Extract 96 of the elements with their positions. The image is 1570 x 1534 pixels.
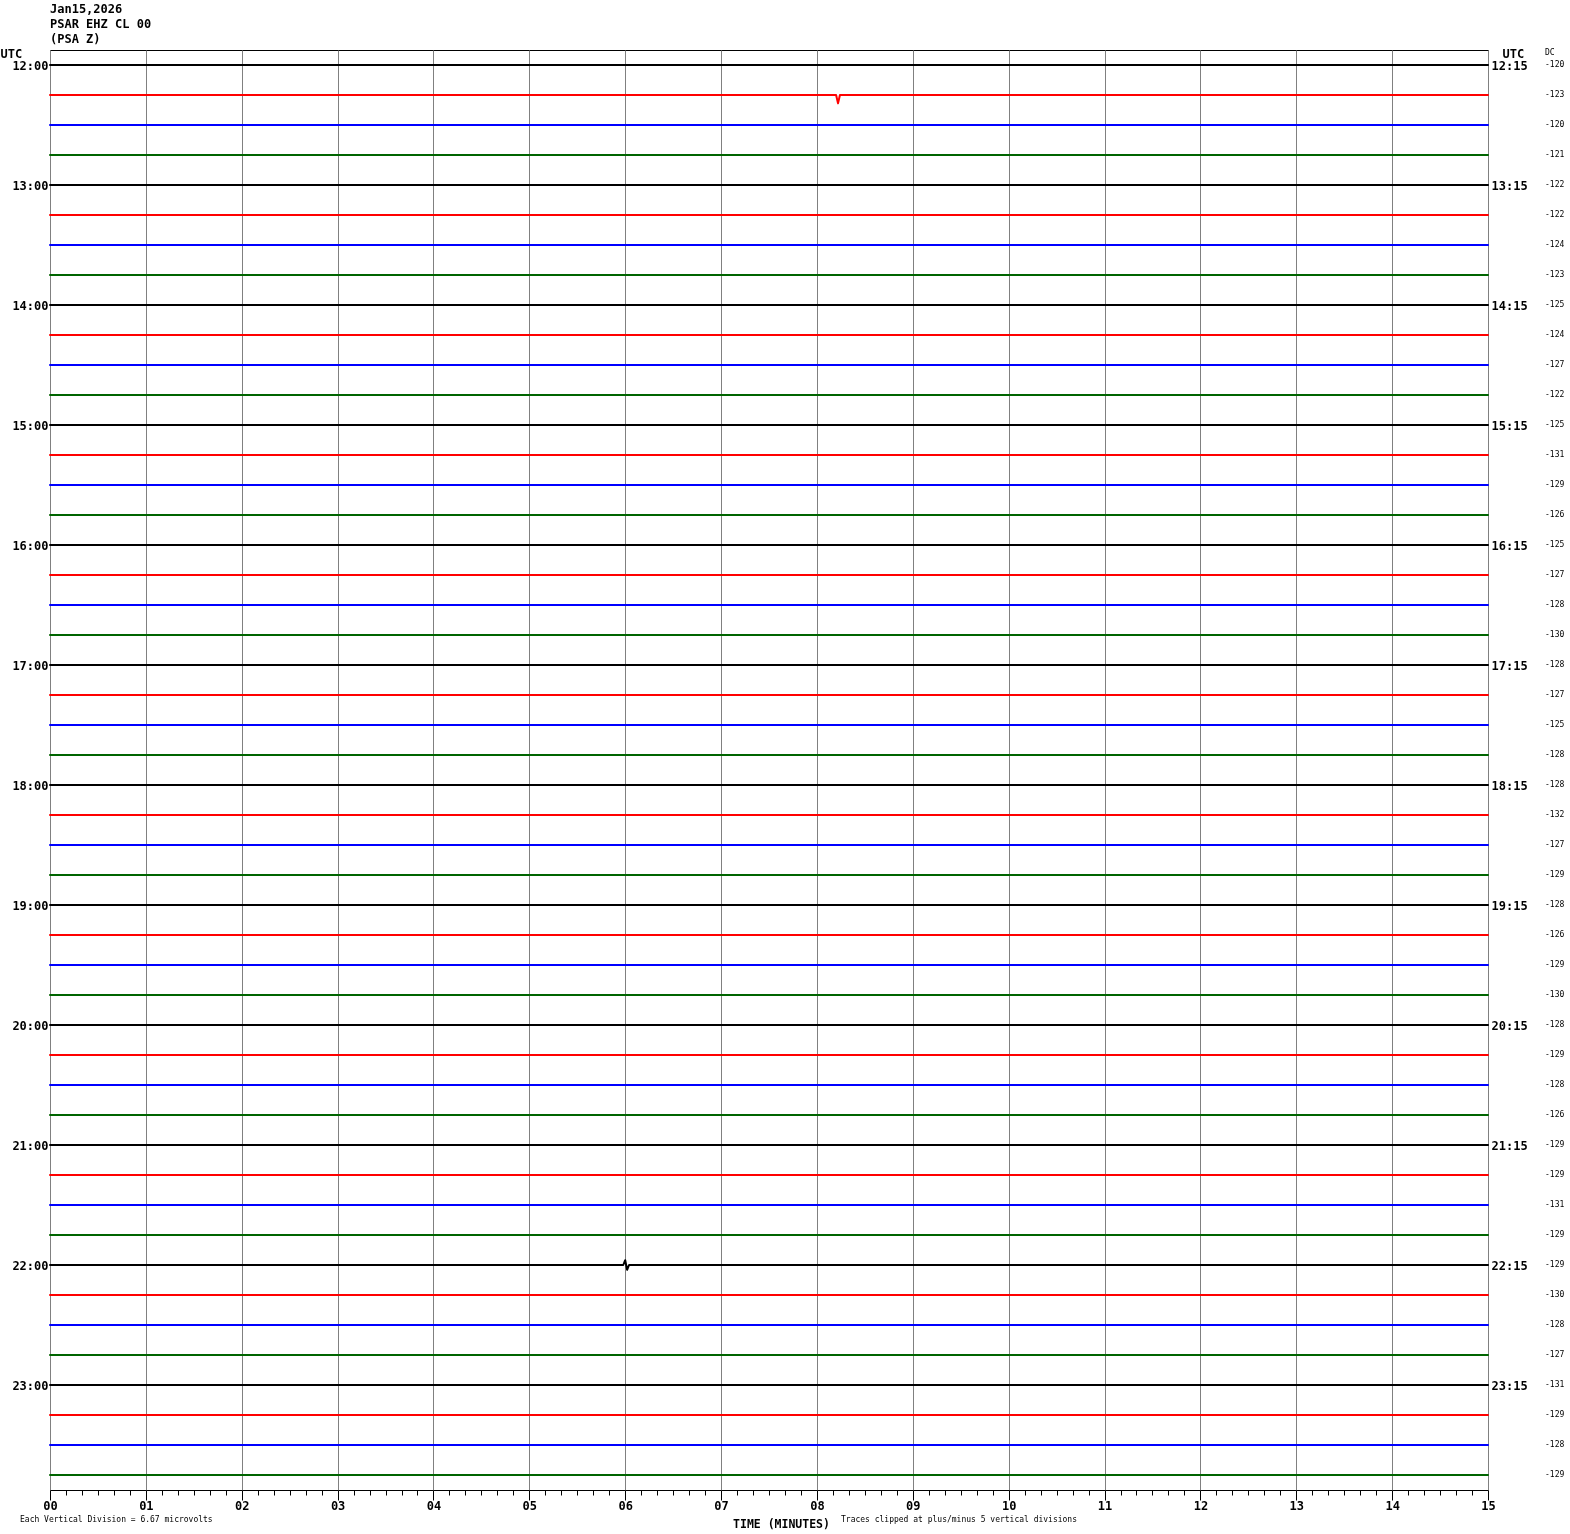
x-tick-label: 13 [1289, 1498, 1304, 1513]
text: -132 [1545, 810, 1565, 819]
x-tick-label: 15 [1481, 1498, 1496, 1513]
y2-tick-label: 23:15 [1491, 1378, 1528, 1393]
text: -122 [1545, 210, 1565, 219]
text: -123 [1545, 90, 1565, 99]
y-tick-label: 15:00 [12, 418, 49, 433]
text: -131 [1545, 450, 1565, 459]
text: -128 [1545, 1020, 1565, 1029]
y-tick-label: 21:00 [12, 1138, 49, 1153]
text: -126 [1545, 510, 1565, 519]
text: -124 [1545, 240, 1565, 249]
x-tick-label: 06 [618, 1498, 633, 1513]
y2-tick-label: 19:15 [1491, 898, 1528, 913]
text: -129 [1545, 1260, 1565, 1269]
text: -129 [1545, 960, 1565, 969]
text: Each Vertical Division = 6.67 microvolts [20, 1515, 213, 1524]
x-axis-title: TIME (MINUTES) [733, 1516, 830, 1531]
y2-tick-label: 22:15 [1491, 1258, 1528, 1273]
text: -125 [1545, 300, 1565, 309]
x-tick-label: 09 [906, 1498, 921, 1513]
y-tick-label: 12:00 [12, 58, 49, 73]
chart-subtitle: PSAR EHZ CL 00 (PSA Z) [50, 17, 152, 46]
text: -124 [1545, 330, 1565, 339]
text: -128 [1545, 1320, 1565, 1329]
text: -128 [1545, 750, 1565, 759]
y-tick-label: 23:00 [12, 1378, 49, 1393]
text: -128 [1545, 660, 1565, 669]
x-tick-label: 11 [1097, 1498, 1113, 1513]
text: -121 [1545, 150, 1565, 159]
text: -129 [1545, 1410, 1565, 1419]
y-tick-label: 22:00 [12, 1258, 49, 1273]
text: -127 [1545, 360, 1565, 369]
text: -122 [1545, 390, 1565, 399]
x-tick-label: 14 [1385, 1498, 1400, 1513]
text: -128 [1545, 600, 1565, 609]
text: -131 [1545, 1380, 1565, 1389]
text: DC [1545, 48, 1555, 57]
x-tick-label: 01 [139, 1498, 154, 1513]
x-tick-label: 05 [522, 1498, 538, 1513]
y-axis-title: UTC [0, 46, 23, 61]
text: -127 [1545, 1350, 1565, 1359]
text: -130 [1545, 990, 1565, 999]
y2-tick-label: 17:15 [1491, 658, 1528, 673]
text: -128 [1545, 1440, 1565, 1449]
text: -128 [1545, 900, 1565, 909]
text: -129 [1545, 1140, 1565, 1149]
text: -127 [1545, 690, 1565, 699]
text: -129 [1545, 480, 1565, 489]
x-tick-label: 02 [235, 1498, 250, 1513]
y2-tick-label: 16:15 [1491, 538, 1528, 553]
text: -125 [1545, 540, 1565, 549]
y-tick-label: 14:00 [12, 298, 49, 313]
text: -120 [1545, 60, 1565, 69]
chart-title: Jan15,2026 [50, 2, 123, 16]
text: -126 [1545, 1110, 1565, 1119]
x-tick-label: 07 [714, 1498, 729, 1513]
text: -126 [1545, 930, 1565, 939]
text: Traces clipped at plus/minus 5 vertical divisions [841, 1515, 1078, 1524]
y2-tick-label: 20:15 [1491, 1018, 1528, 1033]
y2-tick-label: 13:15 [1491, 178, 1528, 193]
text: -125 [1545, 420, 1565, 429]
text: -130 [1545, 630, 1565, 639]
y2-tick-label: 18:15 [1491, 778, 1528, 793]
text: -125 [1545, 720, 1565, 729]
y-tick-label: 19:00 [12, 898, 49, 913]
y2-tick-label: 15:15 [1491, 418, 1528, 433]
y-tick-label: 16:00 [12, 538, 49, 553]
x-tick-label: 03 [330, 1498, 346, 1513]
y-tick-label: 20:00 [12, 1018, 49, 1033]
text: -128 [1545, 780, 1565, 789]
text: -130 [1545, 1290, 1565, 1299]
x-tick-label: 00 [43, 1498, 58, 1513]
x-tick-label: 10 [1001, 1498, 1017, 1513]
text: -129 [1545, 1230, 1565, 1239]
y2-tick-label: 21:15 [1491, 1138, 1528, 1153]
text: -122 [1545, 180, 1565, 189]
text: -129 [1545, 870, 1565, 879]
y2-tick-label: 12:15 [1491, 58, 1528, 73]
x-tick-label: 08 [810, 1498, 825, 1513]
text: -123 [1545, 270, 1565, 279]
y-tick-label: 17:00 [12, 658, 49, 673]
text: -129 [1545, 1050, 1565, 1059]
text: -120 [1545, 120, 1565, 129]
text: -127 [1545, 840, 1565, 849]
y-tick-label: 18:00 [12, 778, 49, 793]
y2-tick-label: 14:15 [1491, 298, 1528, 313]
x-tick-label: 04 [426, 1498, 442, 1513]
text: -129 [1545, 1170, 1565, 1179]
y2-axis-title: UTC [1502, 46, 1525, 61]
text: -129 [1545, 1470, 1565, 1479]
text: -131 [1545, 1200, 1565, 1209]
text: -127 [1545, 570, 1565, 579]
y-tick-label: 13:00 [12, 178, 49, 193]
text: -128 [1545, 1080, 1565, 1089]
x-tick-label: 12 [1193, 1498, 1209, 1513]
